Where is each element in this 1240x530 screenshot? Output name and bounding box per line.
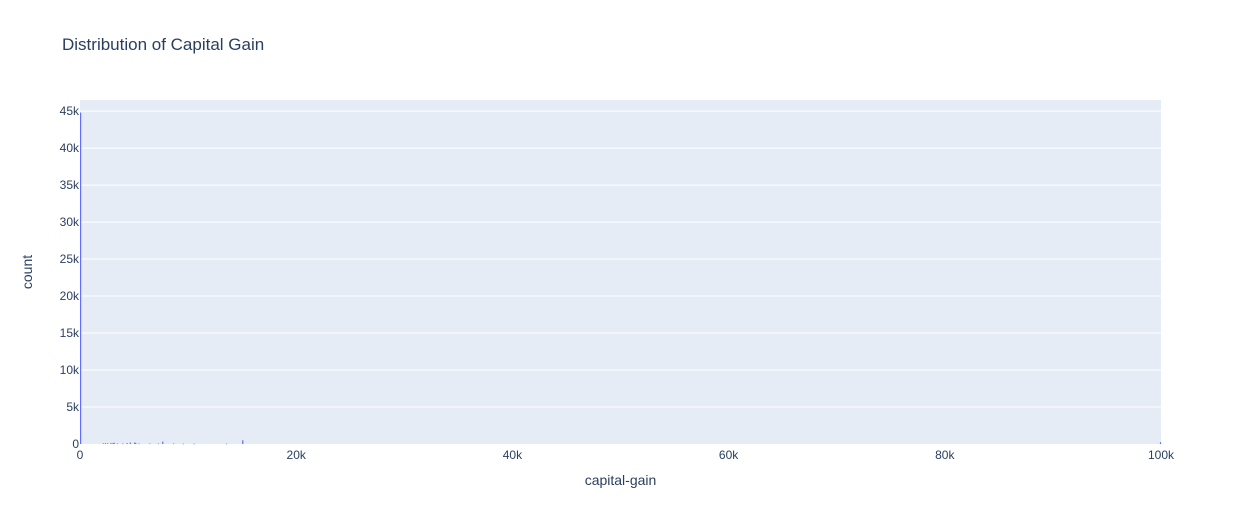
histogram-bar xyxy=(182,443,184,445)
histogram-bar xyxy=(138,443,140,445)
x-axis-title: capital-gain xyxy=(585,472,657,488)
histogram-bar xyxy=(80,112,82,444)
y-tick-label: 0 xyxy=(72,437,79,451)
histogram-bar xyxy=(122,443,124,445)
histogram-bar xyxy=(107,443,109,444)
histogram-bar xyxy=(135,442,137,444)
x-tick-label: 100k xyxy=(1148,448,1175,462)
histogram-bar xyxy=(110,442,112,444)
y-tick-label: 25k xyxy=(60,252,80,266)
histogram-bar xyxy=(172,443,175,445)
histogram-bar xyxy=(149,443,151,445)
histogram-bar xyxy=(1159,442,1162,444)
chart-title: Distribution of Capital Gain xyxy=(62,35,264,54)
y-axis-ticks: 0 5k 10k 15k 20k 25k 30k 35k 40k 45k xyxy=(60,104,80,451)
y-axis-title: count xyxy=(19,255,35,289)
x-tick-label: 40k xyxy=(503,448,523,462)
histogram-bar xyxy=(157,443,160,445)
y-tick-label: 15k xyxy=(60,326,80,340)
y-tick-label: 40k xyxy=(60,141,80,155)
y-tick-label: 35k xyxy=(60,178,80,192)
histogram-bar xyxy=(129,442,131,444)
grid-lines xyxy=(80,110,1161,408)
histogram-bar xyxy=(193,443,195,445)
plot-background xyxy=(80,100,1161,444)
histogram-bar xyxy=(126,443,128,444)
histogram-bar xyxy=(112,443,114,444)
histogram-bar xyxy=(134,442,136,444)
y-tick-label: 5k xyxy=(66,400,80,414)
histogram-bar xyxy=(113,442,115,444)
histogram-bar xyxy=(116,443,118,445)
y-tick-label: 30k xyxy=(60,215,80,229)
y-tick-label: 10k xyxy=(60,363,80,377)
x-tick-label: 60k xyxy=(719,448,739,462)
histogram-bars xyxy=(80,112,1162,445)
histogram-bar xyxy=(242,440,244,444)
y-tick-label: 20k xyxy=(60,289,80,303)
y-tick-label: 45k xyxy=(60,104,80,118)
histogram-bar xyxy=(225,443,228,445)
histogram-bar xyxy=(162,441,164,444)
histogram-bar xyxy=(102,443,104,444)
x-axis-ticks: 0 20k 40k 60k 80k 100k xyxy=(77,448,1175,462)
histogram-bar xyxy=(104,443,107,444)
x-tick-label: 0 xyxy=(77,448,84,462)
x-tick-label: 80k xyxy=(935,448,955,462)
x-tick-label: 20k xyxy=(287,448,307,462)
